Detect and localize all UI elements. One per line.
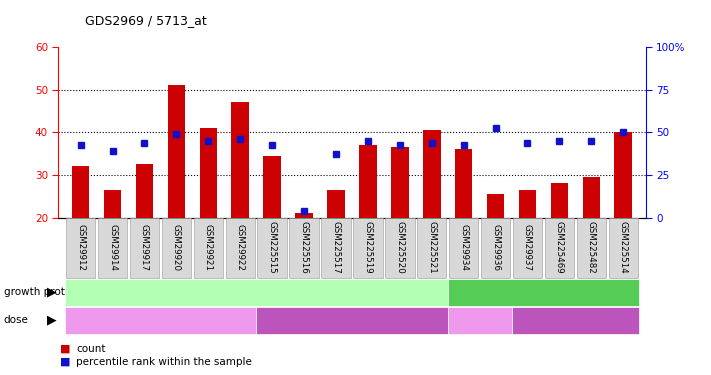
Bar: [72, 166, 90, 218]
Text: ■: ■: [60, 357, 71, 367]
Text: GSM29912: GSM29912: [76, 224, 85, 271]
Bar: [200, 128, 217, 218]
Text: growth protocol: growth protocol: [4, 287, 86, 297]
Bar: [136, 164, 154, 218]
Bar: [455, 149, 472, 217]
Text: GSM29922: GSM29922: [236, 224, 245, 271]
Bar: [295, 213, 313, 217]
Text: 79% CO2: 79% CO2: [328, 315, 376, 325]
Bar: [550, 183, 568, 218]
Text: GSM225482: GSM225482: [587, 221, 596, 274]
Text: GSM225517: GSM225517: [331, 221, 341, 274]
Bar: [582, 177, 600, 218]
Text: GSM29934: GSM29934: [459, 224, 468, 271]
Text: GSM29914: GSM29914: [108, 224, 117, 271]
Text: Aerobic condition: Aerobic condition: [210, 287, 301, 297]
Text: GSM29937: GSM29937: [523, 224, 532, 271]
Bar: [487, 194, 504, 217]
Bar: [391, 147, 409, 218]
Text: GSM29920: GSM29920: [172, 224, 181, 271]
Text: ▶: ▶: [46, 286, 56, 298]
Text: GSM225516: GSM225516: [299, 221, 309, 274]
Bar: [168, 85, 185, 218]
Text: GSM225521: GSM225521: [427, 221, 437, 274]
Text: GSM225514: GSM225514: [619, 221, 628, 274]
Bar: [327, 190, 345, 217]
Bar: [232, 102, 249, 218]
Text: GSM225469: GSM225469: [555, 221, 564, 274]
Text: 0.05%CO2: 0.05%CO2: [133, 315, 188, 325]
Bar: [263, 156, 281, 218]
Text: GSM225520: GSM225520: [395, 221, 405, 274]
Bar: [423, 130, 441, 218]
Text: count: count: [76, 344, 105, 354]
Text: GDS2969 / 5713_at: GDS2969 / 5713_at: [85, 14, 207, 27]
Text: ■: ■: [60, 344, 71, 354]
Bar: [614, 132, 632, 218]
Text: percentile rank within the sample: percentile rank within the sample: [76, 357, 252, 367]
Text: Anaerobic condition: Anaerobic condition: [491, 287, 596, 297]
Text: GSM29917: GSM29917: [140, 224, 149, 271]
Bar: [519, 190, 536, 217]
Text: GSM29936: GSM29936: [491, 224, 500, 271]
Text: dose: dose: [4, 315, 28, 325]
Bar: [359, 145, 377, 218]
Text: 100% CO2: 100% CO2: [548, 315, 603, 325]
Text: GSM225519: GSM225519: [363, 221, 373, 274]
Text: GSM225515: GSM225515: [267, 221, 277, 274]
Bar: [104, 190, 122, 217]
Text: GSM29921: GSM29921: [204, 224, 213, 271]
Text: 0% CO2: 0% CO2: [459, 315, 501, 325]
Text: ▶: ▶: [46, 314, 56, 327]
